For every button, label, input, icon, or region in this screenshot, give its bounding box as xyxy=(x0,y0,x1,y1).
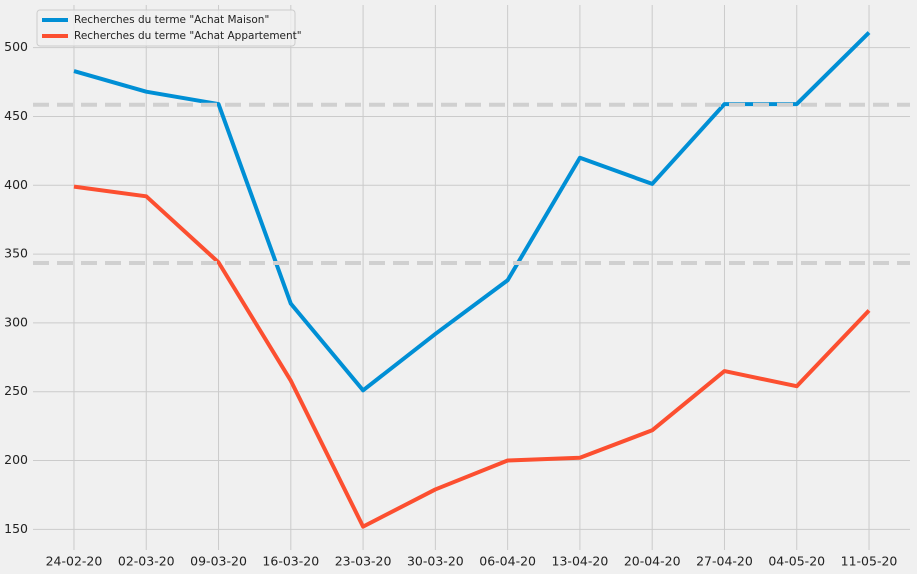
x-tick-label: 30-03-20 xyxy=(407,554,464,569)
x-tick-label: 04-05-20 xyxy=(768,554,825,569)
y-tick-label: 150 xyxy=(4,521,28,536)
x-tick-label: 02-03-20 xyxy=(118,554,175,569)
x-tick-label: 23-03-20 xyxy=(335,554,392,569)
y-tick-label: 400 xyxy=(4,177,28,192)
legend-label: Recherches du terme "Achat Appartement" xyxy=(74,30,302,42)
x-tick-label: 06-04-20 xyxy=(479,554,536,569)
legend: Recherches du terme "Achat Maison" Recher… xyxy=(36,9,302,47)
line xyxy=(73,184,871,529)
y-tick-label: 500 xyxy=(4,39,28,54)
x-tick-label: 09-03-20 xyxy=(190,554,247,569)
y-tick-label: 200 xyxy=(4,452,28,467)
y-tick-label: 350 xyxy=(4,246,28,261)
x-tick-label: 16-03-20 xyxy=(262,554,319,569)
x-tick-label: 27-04-20 xyxy=(696,554,753,569)
x-tick-label: 20-04-20 xyxy=(624,554,681,569)
y-tick-label: 300 xyxy=(4,314,28,329)
legend-label: Recherches du terme "Achat Maison" xyxy=(74,14,269,26)
x-tick-label: 24-02-20 xyxy=(46,554,103,569)
y-tick-label: 450 xyxy=(4,108,28,123)
legend-box xyxy=(36,9,296,47)
y-tick-label: 250 xyxy=(4,383,28,398)
x-tick-label: 13-04-20 xyxy=(552,554,609,569)
x-tick-label: 11-05-20 xyxy=(841,554,898,569)
